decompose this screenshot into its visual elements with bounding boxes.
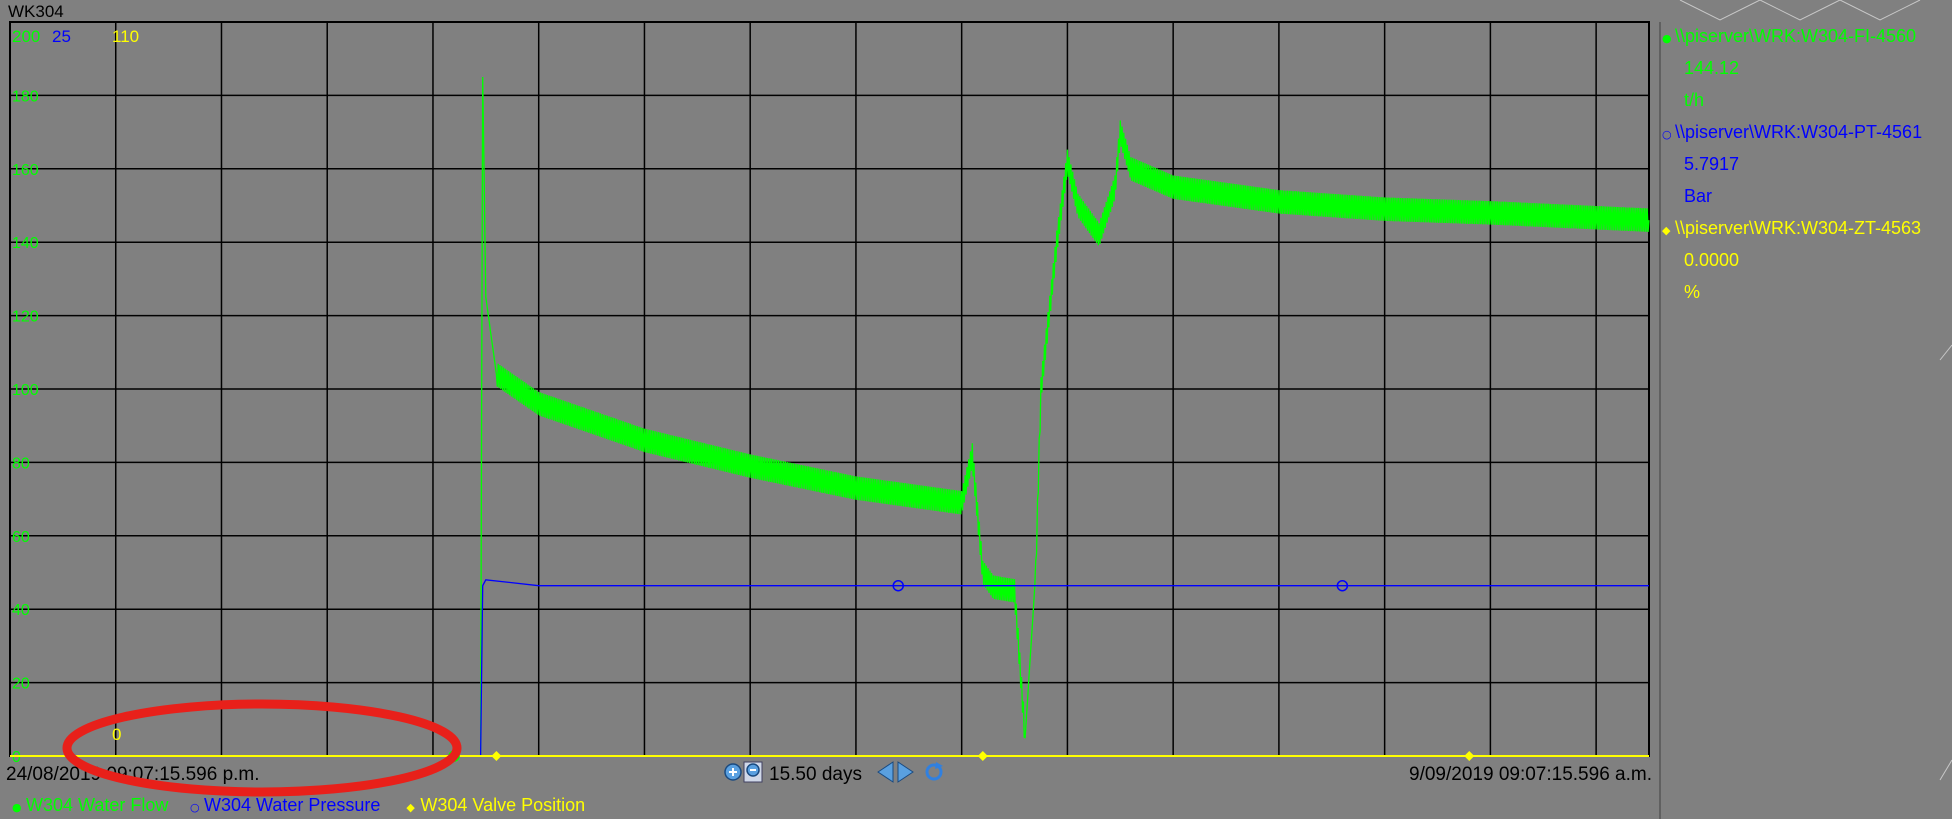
- y-tick-label: 100: [12, 382, 39, 399]
- side-legend-tag[interactable]: \\piserver\WRK:W304-PT-4561: [1675, 122, 1922, 142]
- corner-decoration-line2: [1939, 759, 1952, 781]
- zoom-in-button[interactable]: [724, 763, 742, 781]
- bottom-legend-label[interactable]: W304 Water Pressure: [204, 795, 380, 815]
- side-legend-value: 5.7917: [1684, 154, 1739, 174]
- refresh-button[interactable]: [925, 762, 943, 781]
- y-tick-label: 120: [12, 309, 39, 326]
- series-marker: [977, 751, 988, 761]
- y-axis-ticks: 0 20 40 60 80 100 120 140 160 180: [12, 88, 39, 766]
- refresh-icon: [925, 763, 943, 781]
- series-marker: [892, 579, 904, 592]
- legend-marker-icon: ◆: [1662, 224, 1671, 237]
- water-pressure-line: [10, 579, 1649, 757]
- side-legend-value: 0.0000: [1684, 250, 1739, 270]
- corner-decoration-line1: [1939, 344, 1952, 361]
- flow-scale-max: 200: [12, 27, 40, 46]
- corner-decoration: [1679, 0, 1952, 781]
- valve-scale-min: 0: [112, 725, 121, 744]
- bottom-legend-label[interactable]: W304 Water Flow: [26, 795, 169, 815]
- scroll-left-button[interactable]: [877, 761, 894, 783]
- side-legend-tag[interactable]: \\piserver\WRK:W304-ZT-4563: [1675, 218, 1921, 238]
- side-legend-unit: %: [1684, 282, 1700, 302]
- plot-grid: [9, 21, 1649, 757]
- water-flow-line: [10, 76, 1650, 757]
- series-marker: [1464, 751, 1475, 761]
- y-tick-label: 140: [12, 235, 39, 252]
- legend-marker-icon: ●: [1662, 32, 1672, 45]
- y-tick-label: 160: [12, 162, 39, 179]
- bottom-legend-label[interactable]: W304 Valve Position: [420, 795, 585, 815]
- zoom-out-button[interactable]: [743, 761, 763, 783]
- side-legend-tag[interactable]: \\piserver\WRK:W304-FI-4560: [1675, 26, 1916, 46]
- y-tick-label: 20: [12, 676, 30, 693]
- y-tick-label: 80: [12, 455, 30, 472]
- series-layer: [10, 76, 1650, 762]
- bottom-legend: ● W304 Water Flow ○ W304 Water Pressure ◆ W30…: [12, 795, 585, 815]
- side-legend-unit: t/h: [1684, 90, 1704, 110]
- y-tick-label: 40: [12, 602, 30, 619]
- legend-marker-icon: ●: [12, 801, 22, 814]
- series-marker: [491, 751, 502, 761]
- legend-marker-icon: ○: [190, 801, 200, 814]
- time-start-label: 24/08/2019 09:07:15.596 p.m.: [6, 764, 260, 785]
- scroll-right-icon: [897, 761, 914, 783]
- side-legend-unit: Bar: [1684, 186, 1712, 206]
- y-tick-label: 0: [12, 749, 21, 766]
- annotation-ellipse: [62, 699, 462, 797]
- time-end-label: 9/09/2019 09:07:15.596 a.m.: [1409, 764, 1652, 785]
- trend-title: WK304: [8, 2, 64, 21]
- scroll-left-icon: [877, 761, 894, 783]
- y-tick-label: 60: [12, 529, 30, 546]
- refresh-icon-arrow: [935, 762, 943, 769]
- time-span-label[interactable]: 15.50 days: [769, 764, 862, 785]
- scroll-right-button[interactable]: [897, 761, 914, 783]
- side-legend-value: 144.12: [1684, 58, 1739, 78]
- legend-marker-icon: ◆: [406, 801, 415, 814]
- y-tick-label: 180: [12, 88, 39, 105]
- valve-scale-max: 110: [112, 27, 139, 46]
- pressure-scale-max: 25: [52, 27, 71, 46]
- corner-decoration-zigzag: [1679, 0, 1921, 21]
- series-marker: [1336, 579, 1349, 592]
- legend-marker-icon: ○: [1662, 128, 1672, 141]
